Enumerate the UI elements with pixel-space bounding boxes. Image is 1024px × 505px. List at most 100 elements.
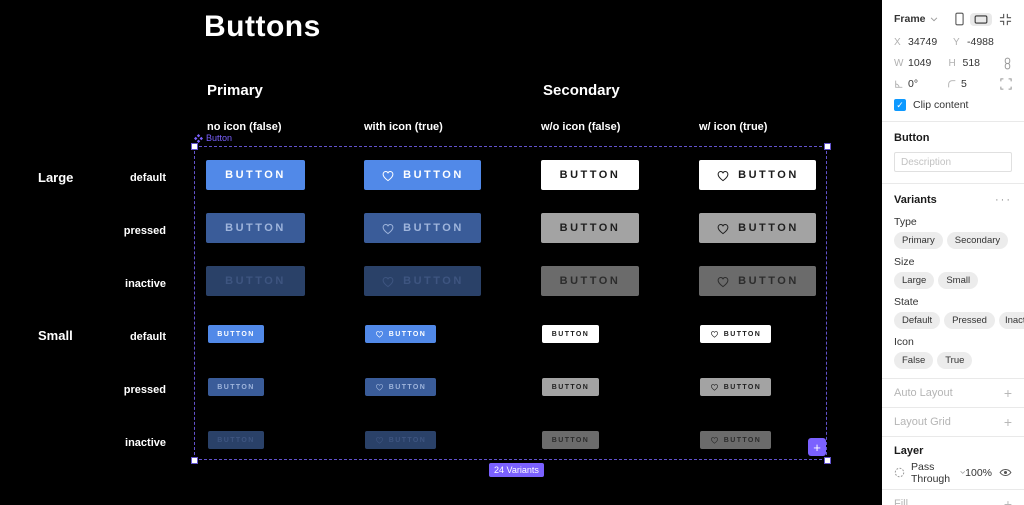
landscape-orientation-icon[interactable] [970,12,992,26]
variant-primary-small-default-icon[interactable]: BUTTON [365,325,436,343]
fill-label: Fill [894,498,909,505]
button-label: BUTTON [551,436,590,444]
variant-secondary-large-pressed-noicon[interactable]: BUTTON [541,213,639,243]
clip-content-checkbox[interactable]: ✓ [894,99,906,111]
selection-bounds[interactable] [194,146,827,460]
heart-icon [381,222,395,235]
description-input[interactable] [894,152,1012,172]
heart-icon [710,436,719,444]
y-input[interactable]: -4988 [967,36,994,48]
button-label: BUTTON [388,383,427,391]
variant-secondary-small-inactive-icon[interactable]: BUTTON [700,431,771,449]
button-label: BUTTON [225,222,286,234]
variant-option-primary[interactable]: Primary [894,232,943,249]
corner-radius-input[interactable]: 5 [961,78,967,90]
variant-option-secondary[interactable]: Secondary [946,232,1009,249]
add-fill-button[interactable]: + [1003,496,1012,505]
variants-menu-icon[interactable]: ··· [995,194,1012,206]
row-label-large: Large [38,170,74,185]
variant-primary-small-pressed-icon[interactable]: BUTTON [365,378,436,396]
blend-mode-dropdown[interactable]: Pass Through [911,460,951,485]
variant-option-pressed[interactable]: Pressed [944,312,995,329]
state-label-large-inactive: inactive [125,278,166,290]
variant-option-small[interactable]: Small [938,272,979,289]
variant-option-false[interactable]: False [894,352,934,369]
selection-handle-top-right[interactable] [824,143,831,150]
variant-option-default[interactable]: Default [894,312,941,329]
design-canvas[interactable]: Buttons Primary Secondary no icon (false… [0,0,882,505]
variants-section-title: Variants [894,194,937,206]
variant-option-large[interactable]: Large [894,272,935,289]
section-header-primary: Primary [207,82,263,99]
variant-primary-small-default-noicon[interactable]: BUTTON [208,325,264,343]
variant-secondary-small-inactive-noicon[interactable]: BUTTON [542,431,599,449]
selection-handle-bottom-left[interactable] [191,457,198,464]
button-label: BUTTON [723,330,762,338]
heart-icon [381,169,395,182]
auto-layout-label: Auto Layout [894,387,953,399]
frame-type-dropdown[interactable]: Frame [894,13,926,25]
section-header-secondary: Secondary [543,82,620,99]
constrain-proportions-icon[interactable] [1003,57,1012,70]
variant-secondary-large-default-noicon[interactable]: BUTTON [541,160,639,190]
rotation-input[interactable]: 0° [908,78,919,90]
variant-secondary-large-pressed-icon[interactable]: BUTTON [699,213,816,243]
button-label: BUTTON [388,330,427,338]
variant-primary-large-default-icon[interactable]: BUTTON [364,160,481,190]
selection-handle-bottom-right[interactable] [824,457,831,464]
component-name: Button [206,133,233,143]
add-variant-button[interactable]: + [808,438,826,456]
heart-icon [716,222,730,235]
variant-primary-large-inactive-noicon[interactable]: BUTTON [206,266,305,296]
button-label: BUTTON [403,275,464,287]
heart-icon [710,383,719,391]
button-label: BUTTON [225,275,286,287]
heart-icon [375,436,384,444]
layer-section-title: Layer [894,445,924,457]
variant-secondary-small-default-icon[interactable]: BUTTON [700,325,771,343]
variant-primary-large-pressed-icon[interactable]: BUTTON [364,213,481,243]
variant-secondary-small-pressed-noicon[interactable]: BUTTON [542,378,599,396]
variant-primary-small-pressed-noicon[interactable]: BUTTON [208,378,264,396]
blend-mode-icon[interactable] [894,467,905,478]
shrink-to-fit-icon[interactable] [999,13,1012,26]
variant-secondary-small-default-noicon[interactable]: BUTTON [542,325,599,343]
state-label-small-default: default [129,331,166,343]
add-auto-layout-button[interactable]: + [1003,385,1012,401]
button-label: BUTTON [217,330,255,338]
variant-option-true[interactable]: True [937,352,973,369]
heart-icon [710,330,719,338]
button-label: BUTTON [217,436,255,444]
layout-grid-section: Layout Grid + [882,408,1024,437]
layer-section: Layer Pass Through 100% [882,437,1024,490]
variant-secondary-large-default-icon[interactable]: BUTTON [699,160,816,190]
component-set-label[interactable]: Button [194,133,232,143]
selection-handle-top-left[interactable] [191,143,198,150]
component-icon [194,134,203,143]
column-header-w-icon: w/ icon (true) [699,121,768,133]
chevron-down-icon[interactable] [930,17,938,22]
variant-primary-small-inactive-icon[interactable]: BUTTON [365,431,436,449]
variant-primary-large-pressed-noicon[interactable]: BUTTON [206,213,305,243]
visibility-eye-icon[interactable] [999,468,1012,477]
column-header-wo-icon: w/o icon (false) [541,121,621,133]
independent-corners-icon[interactable] [1000,78,1012,90]
height-input[interactable]: 518 [962,57,981,69]
variant-primary-small-inactive-noicon[interactable]: BUTTON [208,431,264,449]
component-description-section: Button [882,122,1024,184]
variant-secondary-large-inactive-icon[interactable]: BUTTON [699,266,816,296]
add-layout-grid-button[interactable]: + [1003,414,1012,430]
state-label-large-pressed: pressed [123,225,166,237]
button-label: BUTTON [738,275,799,287]
width-input[interactable]: 1049 [908,57,932,69]
variant-secondary-large-inactive-noicon[interactable]: BUTTON [541,266,639,296]
variant-primary-large-inactive-icon[interactable]: BUTTON [364,266,481,296]
state-label-small-inactive: inactive [125,437,166,449]
x-input[interactable]: 34749 [908,36,938,48]
variant-option-inactive[interactable]: Inactive [998,312,1024,329]
variant-secondary-small-pressed-icon[interactable]: BUTTON [700,378,771,396]
portrait-orientation-icon[interactable] [955,12,964,26]
opacity-input[interactable]: 100% [965,466,992,479]
variant-primary-large-default-noicon[interactable]: BUTTON [206,160,305,190]
